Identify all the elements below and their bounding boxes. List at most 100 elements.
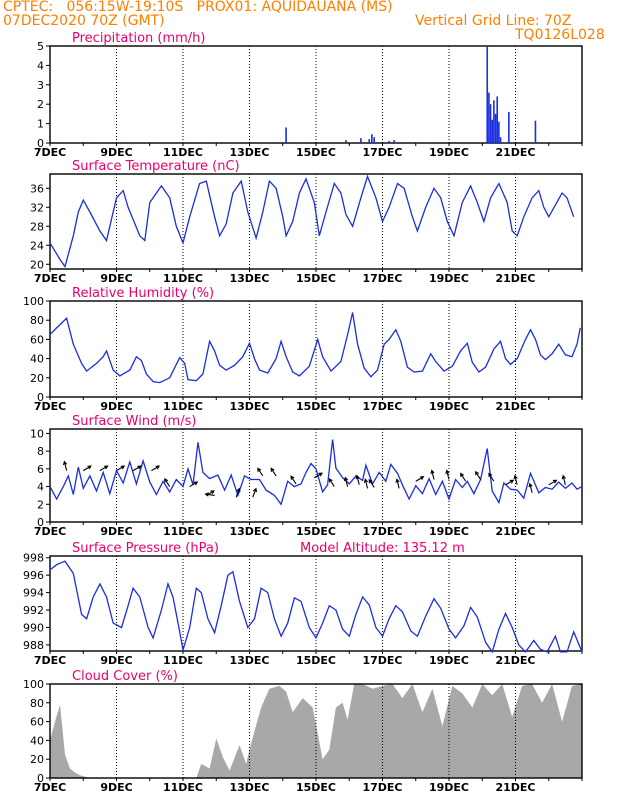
panel-pressure: 988 990 992 994 996 998 7DEC 9DEC 11DEC 13DEC 15DE… <box>23 541 583 667</box>
precip-bar <box>488 92 490 143</box>
grid-line-note: Vertical Grid Line: 70Z <box>415 13 572 29</box>
wind-arrow <box>445 469 450 480</box>
series-line <box>49 312 581 384</box>
x-tick-label: 13DEC <box>229 654 269 667</box>
panel-title: Surface Wind (m/s) <box>72 414 196 429</box>
wind-arrow <box>116 465 126 472</box>
y-tick-label: 996 <box>23 569 44 582</box>
model-code: TQ0126L028 <box>515 27 605 43</box>
y-tick-label: 6 <box>37 463 44 476</box>
x-tick-label: 17DEC <box>362 781 402 794</box>
y-tick-label: 0 <box>37 137 44 150</box>
wind-arrow <box>99 465 109 472</box>
x-tick-label: 11DEC <box>163 781 203 794</box>
wind-arrow <box>132 465 142 472</box>
wind-arrow <box>164 477 171 487</box>
y-tick-label: 20 <box>30 372 44 385</box>
series-line <box>49 560 583 654</box>
x-tick-label: 19DEC <box>429 400 469 413</box>
x-tick-label: 11DEC <box>163 272 203 285</box>
y-tick-label: 100 <box>23 678 44 691</box>
panel-title: Surface Pressure (hPa) <box>72 541 219 556</box>
wind-arrow <box>257 467 264 477</box>
x-tick-label: 9DEC <box>100 272 132 285</box>
wind-arrow <box>528 482 533 493</box>
wind-arrow <box>475 470 482 480</box>
wind-arrow <box>548 479 558 486</box>
precip-bar <box>431 142 434 143</box>
x-tick-label: 13DEC <box>229 400 269 413</box>
plot-frame <box>49 428 583 523</box>
x-tick-label: 19DEC <box>429 272 469 285</box>
wind-arrow <box>189 481 199 488</box>
precip-bar <box>388 141 390 143</box>
series-line <box>49 174 575 269</box>
x-tick-label: 21DEC <box>495 400 535 413</box>
x-tick-label: 9DEC <box>100 146 132 159</box>
x-tick-label: 13DEC <box>229 781 269 794</box>
wind-arrow <box>290 475 297 485</box>
panel-temperature: 20 24 28 32 36 7DEC 9DEC 11DEC 13DEC 15DEC 17DEC 19… <box>30 159 583 285</box>
y-tick-label: 988 <box>23 639 44 652</box>
precip-bar <box>393 140 395 143</box>
panel-title: Precipitation (mm/h) <box>72 31 205 46</box>
x-tick-label: 17DEC <box>362 400 402 413</box>
x-tick-label: 21DEC <box>495 146 535 159</box>
y-tick-label: 994 <box>23 587 44 600</box>
wind-arrow <box>363 478 369 489</box>
wind-arrow <box>62 460 68 471</box>
x-tick-label: 19DEC <box>429 146 469 159</box>
y-tick-label: 2 <box>37 98 44 111</box>
panel-humidity: 0 20 40 60 80 100 7DEC 9DEC 11DEC 13DEC 15DEC 17DEC… <box>23 286 583 413</box>
x-tick-label: 7DEC <box>34 781 66 794</box>
x-tick-label: 21DEC <box>495 272 535 285</box>
precip-bar <box>285 127 287 143</box>
cloud-cover-area <box>50 684 582 778</box>
y-tick-label: 992 <box>23 604 44 617</box>
x-tick-label: 15DEC <box>296 146 336 159</box>
y-tick-label: 60 <box>30 716 44 729</box>
panel-cloud-cover: 0 20 40 60 80 100 7DEC 9DEC 11DEC 13DEC 15DEC 17DEC… <box>23 669 583 794</box>
x-tick-label: 11DEC <box>163 400 203 413</box>
x-tick-label: 9DEC <box>100 525 132 538</box>
panel-title: Relative Humidity (%) <box>72 286 214 301</box>
x-tick-label: 21DEC <box>495 654 535 667</box>
plot-frame <box>49 173 583 270</box>
y-tick-label: 60 <box>30 333 44 346</box>
wind-arrow <box>204 492 215 497</box>
x-tick-label: 17DEC <box>362 654 402 667</box>
x-tick-label: 7DEC <box>34 272 66 285</box>
wind-arrow <box>151 465 161 472</box>
wind-arrow <box>460 472 467 482</box>
wind-arrow <box>82 465 92 472</box>
x-tick-label: 13DEC <box>229 146 269 159</box>
y-tick-label: 80 <box>30 314 44 327</box>
x-tick-label: 15DEC <box>296 400 336 413</box>
y-tick-label: 990 <box>23 621 44 634</box>
x-tick-label: 19DEC <box>429 525 469 538</box>
wind-arrow <box>328 477 335 487</box>
precip-bar <box>115 142 118 143</box>
panel-wind: 0 2 4 6 8 10 7DEC 9DEC 11DEC 13DEC 15DEC 17DEC 19DEC… <box>30 414 583 538</box>
wind-arrow <box>415 476 425 482</box>
x-tick-label: 19DEC <box>429 654 469 667</box>
x-tick-label: 15DEC <box>296 781 336 794</box>
y-tick-label: 20 <box>30 258 44 271</box>
precip-bar <box>496 96 499 143</box>
y-tick-label: 24 <box>30 239 44 252</box>
precip-bar <box>494 113 497 143</box>
x-tick-label: 7DEC <box>34 400 66 413</box>
x-tick-label: 7DEC <box>34 146 66 159</box>
station-header: CPTEC: 056:15W-19:10S PROX01: AQUIDAUANA… <box>3 0 393 15</box>
panel-title: Surface Temperature (nC) <box>72 159 240 174</box>
precip-bar <box>491 119 494 143</box>
precip-bar <box>368 139 370 143</box>
precip-bar <box>52 142 55 143</box>
x-tick-label: 21DEC <box>495 525 535 538</box>
wind-arrow <box>314 472 323 479</box>
precip-bar <box>489 104 492 143</box>
wind-arrow <box>488 472 495 482</box>
x-tick-label: 21DEC <box>495 781 535 794</box>
wind-arrow <box>430 469 435 480</box>
precip-bar <box>411 142 414 143</box>
